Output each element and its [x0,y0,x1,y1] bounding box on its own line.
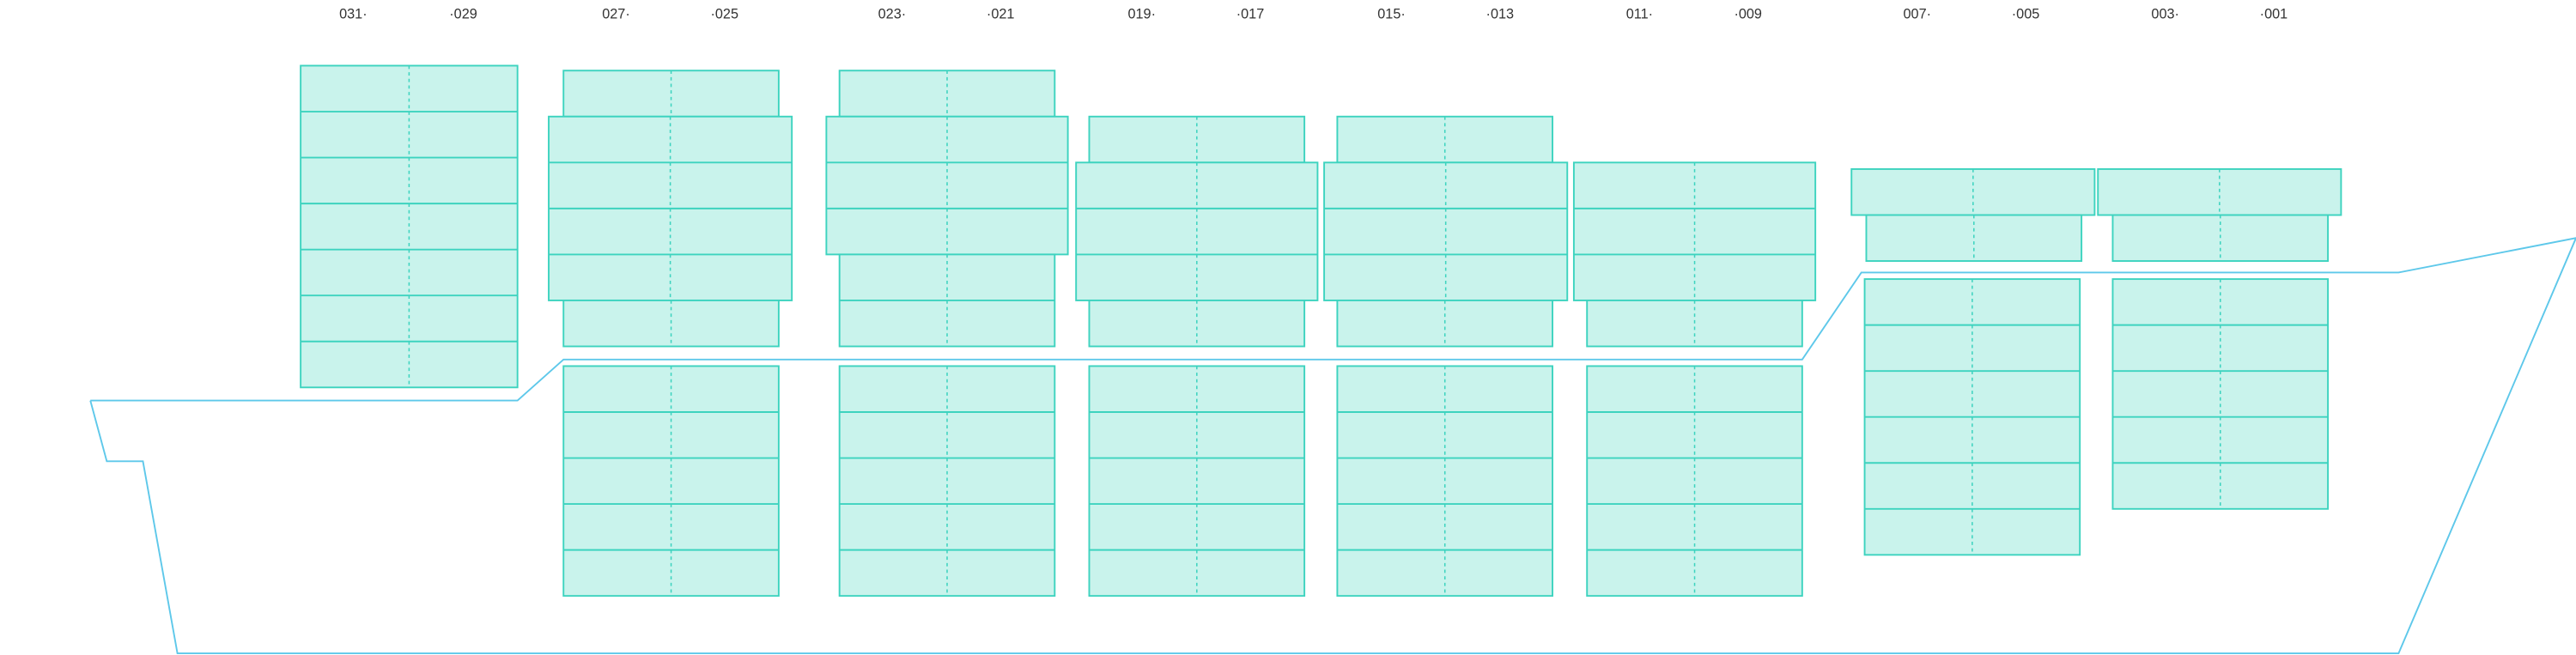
bay-label-left: 019· [1127,7,1156,22]
bay-label-right: ·001 [2260,7,2288,22]
bay-label-left: 015· [1377,7,1406,22]
bay-label-right: ·029 [449,7,477,22]
bay-label-left: 031· [339,7,368,22]
hull-outline [89,237,2576,655]
bay-label-right: ·009 [1734,7,1762,22]
bay-label-left: 007· [1904,7,1932,22]
bay-label-right: ·017 [1236,7,1265,22]
bay-label-left: 027· [602,7,630,22]
bay-label-right: ·021 [987,7,1015,22]
bay-label-right: ·005 [2012,7,2040,22]
bay-label-right: ·013 [1486,7,1515,22]
bay-label-left: 023· [878,7,907,22]
bay-label-left: 003· [2151,7,2179,22]
bay-label-right: ·025 [710,7,738,22]
bay-label-left: 011· [1626,7,1653,22]
